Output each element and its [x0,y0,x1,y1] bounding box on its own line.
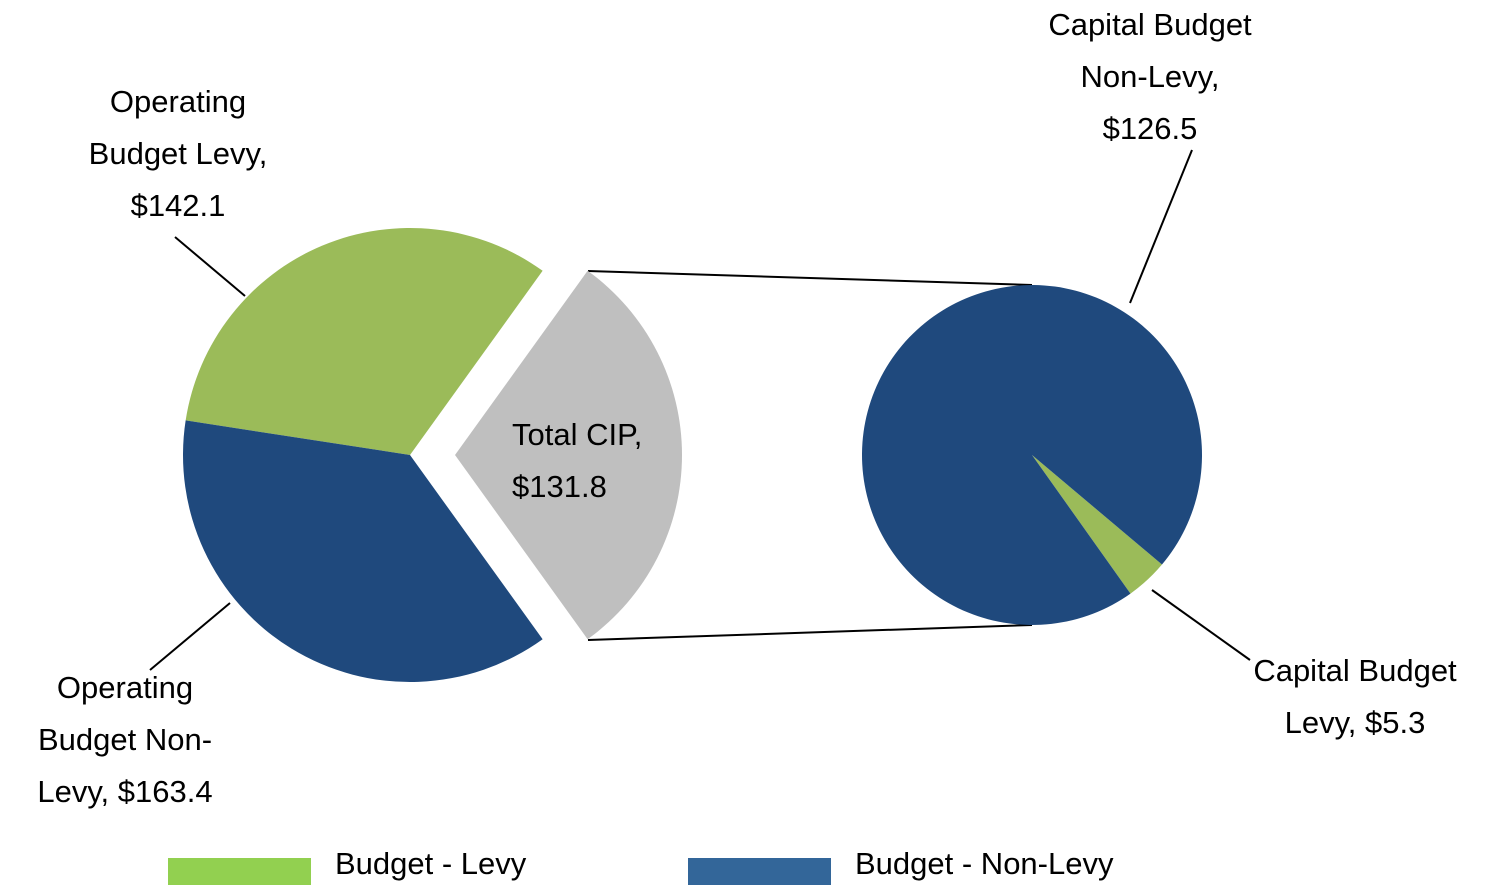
data-label: Capital Budget [1253,653,1457,688]
data-label: Budget Non- [38,722,212,757]
leader-line [149,602,231,671]
data-label: Capital Budget [1048,7,1252,42]
leader-line [1151,589,1251,661]
data-label: $131.8 [512,469,607,504]
data-label: $142.1 [131,188,226,223]
data-label: Levy, $163.4 [37,774,212,809]
connector-line [587,624,1033,641]
legend-swatch [688,858,831,885]
data-label: $126.5 [1103,111,1198,146]
data-label: Operating [57,670,193,705]
legend-label: Budget - Non-Levy [855,846,1114,881]
pie-slice [185,228,543,455]
leader-line [174,236,246,297]
data-label: Budget Levy, [89,136,268,171]
data-label: Total CIP, [512,417,642,452]
legend-label: Budget - Levy [335,846,527,881]
pie-slice [183,420,543,682]
connector-line [587,270,1033,286]
pie-slice [862,284,1203,625]
pie-slice [1032,455,1162,594]
data-label: Levy, $5.3 [1285,705,1426,740]
legend-swatch [168,858,311,885]
pie-slice [455,270,682,640]
data-label: Operating [110,84,246,119]
leader-line [1129,149,1193,304]
data-label: Non-Levy, [1081,59,1220,94]
